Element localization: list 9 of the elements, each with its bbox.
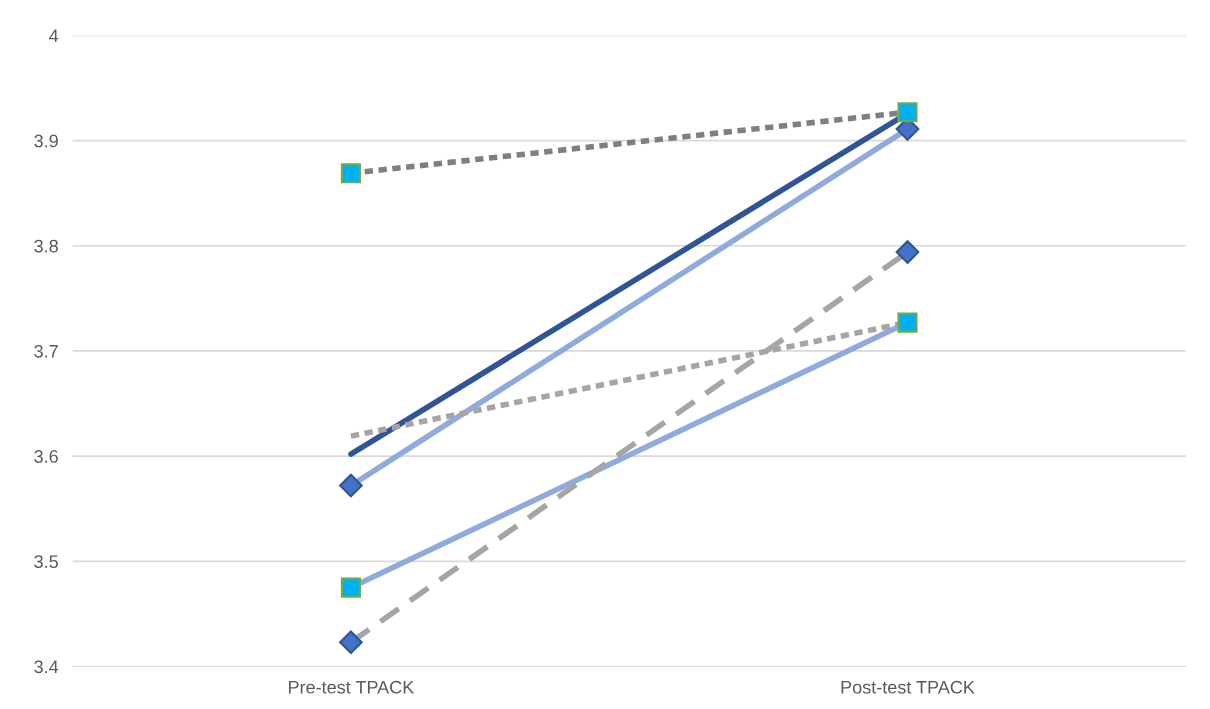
y-tick-label: 3.7 bbox=[34, 344, 58, 358]
x-tick-label: Post-test TPACK bbox=[841, 680, 975, 694]
y-tick-label: 3.4 bbox=[34, 660, 59, 674]
x-tick-label: Pre-test TPACK bbox=[288, 680, 415, 694]
y-tick-label: 3.8 bbox=[34, 239, 58, 253]
y-tick-label: 3.5 bbox=[34, 555, 58, 569]
y-tick-label: 4 bbox=[49, 29, 59, 42]
y-tick-label: 3.6 bbox=[34, 450, 58, 463]
y-tick-label: 3.9 bbox=[34, 134, 58, 148]
